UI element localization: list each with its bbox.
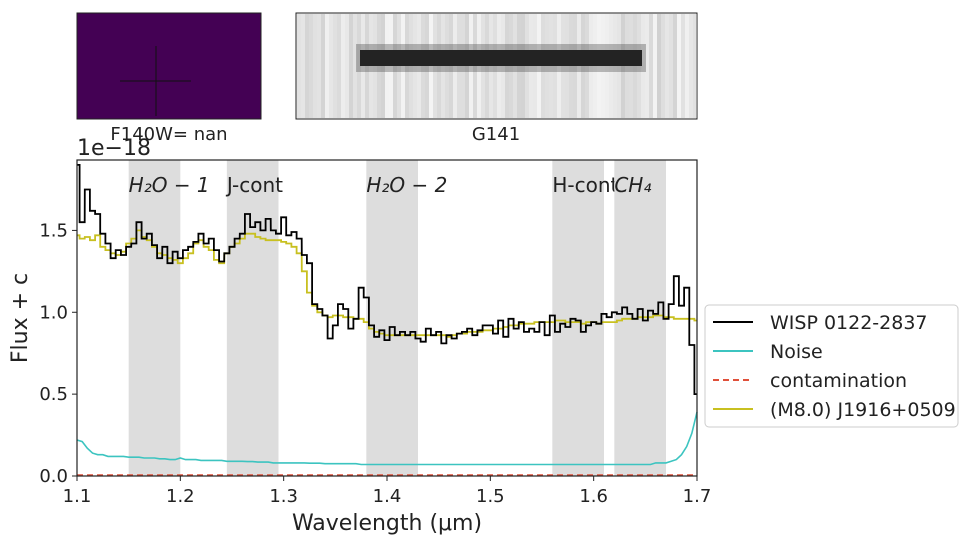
grism-noise-column bbox=[301, 14, 305, 118]
grism-noise-column bbox=[645, 14, 649, 118]
band-region bbox=[128, 160, 181, 476]
grism-noise-column bbox=[305, 14, 309, 118]
grism-noise-column bbox=[693, 14, 697, 118]
grism-noise-column bbox=[337, 14, 341, 118]
grism-noise-column bbox=[357, 14, 361, 118]
legend-label: Noise bbox=[770, 341, 823, 363]
grism-noise-column bbox=[297, 14, 301, 118]
band-label: H-cont bbox=[552, 173, 618, 197]
x-tick-label: 1.1 bbox=[63, 486, 92, 507]
grism-noise-column bbox=[673, 14, 677, 118]
band-region bbox=[226, 160, 279, 476]
grism-noise-column bbox=[681, 14, 685, 118]
x-tick-label: 1.4 bbox=[373, 486, 402, 507]
grism-noise-column bbox=[661, 14, 665, 118]
y-tick-label: 0.5 bbox=[39, 384, 68, 405]
grism-noise-column bbox=[669, 14, 673, 118]
x-tick-label: 1.3 bbox=[269, 486, 298, 507]
legend-label: (M8.0) J1916+0509 bbox=[770, 399, 956, 421]
grism-noise-column bbox=[677, 14, 681, 118]
grism-noise-column bbox=[641, 14, 645, 118]
band-label: H₂O − 1 bbox=[129, 173, 210, 197]
spectral-trace bbox=[360, 50, 642, 66]
grism-noise-column bbox=[349, 14, 353, 118]
direct-image-panel: F140W= nan bbox=[76, 12, 262, 145]
band-label: J-cont bbox=[225, 173, 283, 197]
y-tick-label: 0.0 bbox=[39, 466, 68, 487]
grism-noise-column bbox=[313, 14, 317, 118]
y-axis-title: Flux + c bbox=[8, 273, 33, 363]
x-tick-label: 1.2 bbox=[166, 486, 195, 507]
grism-noise-column bbox=[657, 14, 661, 118]
direct-image-label: F140W= nan bbox=[110, 124, 227, 145]
grism-noise-column bbox=[653, 14, 657, 118]
y-tick-label: 1.5 bbox=[39, 220, 68, 241]
band-label: H₂O − 2 bbox=[366, 173, 447, 197]
grism-noise-column bbox=[689, 14, 693, 118]
y-tick-label: 1.0 bbox=[39, 302, 68, 323]
grism-spectrum-label: G141 bbox=[472, 124, 520, 145]
grism-noise-column bbox=[649, 14, 653, 118]
grism-noise-column bbox=[329, 14, 333, 118]
band-region bbox=[366, 160, 418, 476]
spectral-trace-halo bbox=[356, 44, 646, 72]
grism-noise-column bbox=[665, 14, 669, 118]
legend-box bbox=[704, 304, 959, 428]
grism-noise-column bbox=[309, 14, 313, 118]
grism-noise-column bbox=[333, 14, 337, 118]
x-axis-title: Wavelength (μm) bbox=[292, 511, 482, 536]
grism-noise-column bbox=[353, 14, 357, 118]
band-label: CH₄ bbox=[614, 173, 651, 197]
x-tick-label: 1.5 bbox=[476, 486, 505, 507]
legend: WISP 0122-2837 Noise contamination (M8.0) J… bbox=[704, 304, 959, 428]
grism-noise-column bbox=[317, 14, 321, 118]
grism-noise-column bbox=[325, 14, 329, 118]
x-tick-label: 1.7 bbox=[683, 486, 712, 507]
direct-image bbox=[76, 12, 262, 120]
series-line bbox=[77, 229, 697, 338]
y-offset-text: 1e−18 bbox=[77, 136, 151, 161]
legend-label: WISP 0122-2837 bbox=[770, 312, 928, 334]
series-line bbox=[77, 164, 697, 395]
grism-noise-column bbox=[341, 14, 345, 118]
band-region bbox=[552, 160, 604, 476]
x-tick-label: 1.6 bbox=[579, 486, 608, 507]
grism-spectrum-panel: G141 bbox=[295, 12, 698, 145]
legend-label: contamination bbox=[770, 370, 907, 392]
grism-noise-column bbox=[345, 14, 349, 118]
series-line bbox=[76, 411, 698, 466]
grism-noise-column bbox=[321, 14, 325, 118]
grism-noise-column bbox=[685, 14, 689, 118]
